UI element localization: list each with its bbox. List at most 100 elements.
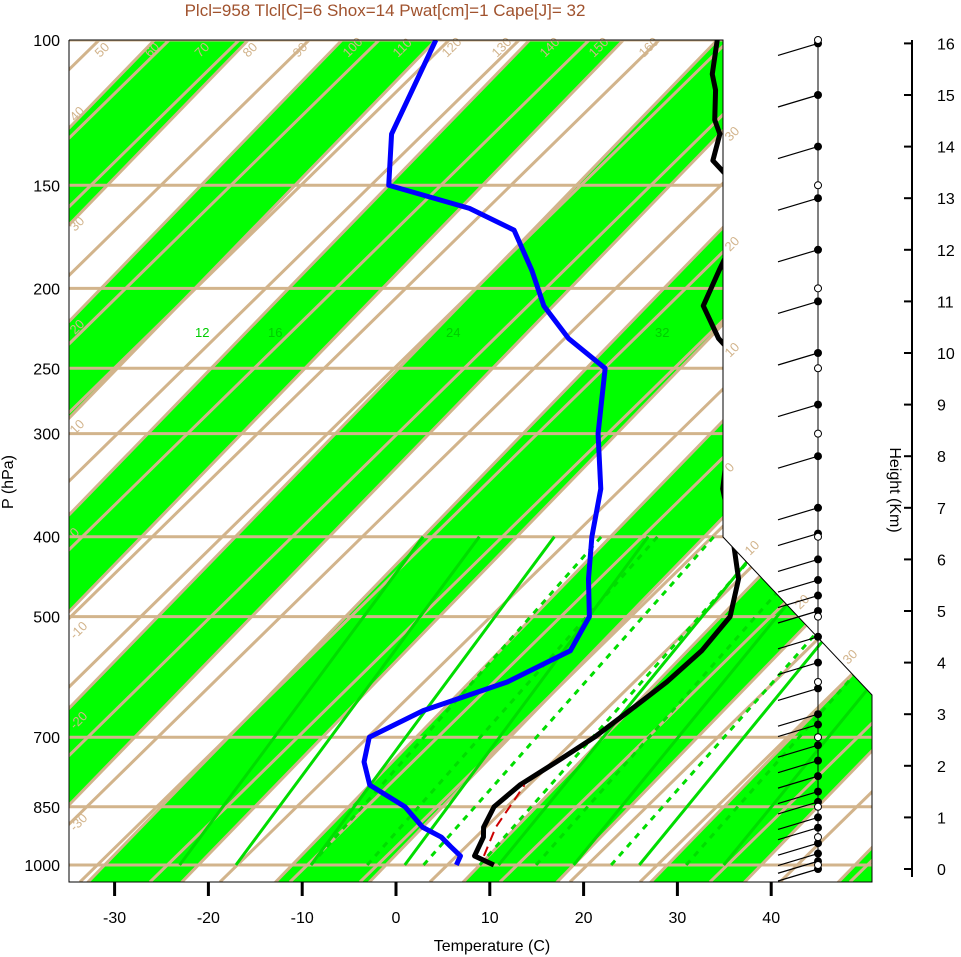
wind-barb — [777, 94, 819, 108]
series-line-dewpoint — [361, 40, 608, 867]
wind-barb — [777, 249, 819, 263]
pressure-tick-label: 250 — [33, 361, 60, 378]
height-tick-label: 0 — [937, 862, 946, 879]
height-tick-label: 9 — [937, 398, 946, 415]
wind-barb — [777, 775, 819, 789]
height-tick-label: 4 — [937, 656, 946, 673]
isotherm-band — [69, 40, 436, 882]
chart-title: Plcl=958 Tlcl[C]=6 Shox=14 Pwat[cm]=1 Ca… — [185, 1, 586, 20]
wind-barb — [777, 300, 819, 314]
isotherm-label: 10 — [742, 537, 763, 558]
isotherm-line — [69, 40, 344, 882]
moist-adiabat-line — [478, 535, 772, 866]
x-tick-label: 20 — [575, 910, 593, 927]
wind-barb — [777, 827, 819, 841]
wind-barbs — [777, 36, 822, 882]
moist-adiabat-line — [422, 535, 715, 866]
isotherm-line — [69, 40, 531, 882]
pressure-level-dot — [814, 677, 822, 686]
wind-barb — [777, 636, 819, 650]
wind-barb — [777, 533, 819, 547]
pressure-tick-label: 500 — [33, 610, 60, 627]
isotherm-line — [69, 40, 437, 882]
pressure-level-dot — [814, 802, 822, 811]
height-tick-label: 13 — [937, 191, 955, 208]
adiabat-line — [428, 40, 872, 882]
pressure-tick-label: 850 — [33, 800, 60, 817]
pressure-axis: 100 150 200 250 300 400 500 700 850 1000 — [24, 33, 60, 875]
wind-barb — [777, 816, 819, 830]
mixing-ratio-label: 16 — [268, 325, 282, 340]
x-tick-label: 30 — [669, 910, 687, 927]
adiabat-line — [69, 40, 842, 882]
wind-barb — [777, 868, 819, 882]
wind-barb — [777, 860, 819, 874]
temperature-axis: -30 -20 -10 0 10 20 30 40 — [103, 882, 780, 927]
height-tick-label: 2 — [937, 759, 946, 776]
adiabat-line — [69, 40, 702, 882]
mixing-ratio-label: 12 — [195, 325, 209, 340]
series-line-parcel — [482, 784, 526, 857]
pressure-level-dot — [814, 733, 822, 742]
isotherm-label: 120 — [439, 34, 465, 60]
mixing-ratio-line — [234, 535, 481, 866]
isotherm-label: 20 — [792, 591, 813, 612]
pressure-level-dot — [814, 181, 822, 190]
isotherm-label: 10 — [722, 339, 743, 360]
adiabat-line — [69, 40, 562, 882]
wind-barb — [777, 610, 819, 624]
wind-barb — [777, 197, 819, 211]
moist-adiabat-line — [685, 535, 872, 866]
pressure-tick-label: 400 — [33, 530, 60, 547]
isotherm-line — [69, 40, 250, 882]
height-tick-label: 6 — [937, 552, 946, 569]
isotherm-label: 20 — [722, 233, 743, 254]
mixing-ratio-line — [722, 367, 872, 866]
adiabat-line — [568, 40, 872, 882]
pressure-tick-label: 200 — [33, 281, 60, 298]
x-axis-label: Temperature (C) — [434, 938, 550, 955]
band-label: -10 — [67, 618, 91, 642]
y-axis-label: P (hPa) — [0, 455, 17, 509]
adiabat-line — [638, 40, 872, 882]
x-tick-label: -10 — [291, 910, 314, 927]
height-tick-label: 10 — [937, 346, 955, 363]
pressure-level-dot — [814, 612, 822, 621]
isotherm-line — [555, 40, 872, 882]
height-tick-label: 12 — [937, 243, 955, 260]
height-tick-label: 16 — [937, 36, 955, 53]
height-tick-label: 8 — [937, 449, 946, 466]
wind-barb — [777, 760, 819, 774]
isotherm-line — [69, 40, 813, 882]
x-tick-label: 40 — [762, 910, 780, 927]
height-tick-label: 3 — [937, 707, 946, 724]
pressure-level-dot — [814, 833, 822, 842]
wind-barb — [777, 455, 819, 469]
wind-barb — [777, 146, 819, 160]
adiabat-line — [69, 40, 772, 882]
height-tick-label: 5 — [937, 604, 946, 621]
mixing-ratio-line — [178, 535, 425, 866]
pressure-level-dot — [814, 36, 822, 44]
height-tick-label: 1 — [937, 810, 946, 827]
pressure-tick-label: 1000 — [24, 858, 60, 875]
isotherm-label: 160 — [636, 34, 662, 60]
wind-barb — [777, 662, 819, 676]
isotherm-line — [69, 40, 625, 882]
height-tick-label: 15 — [937, 88, 955, 105]
mixing-ratio-line — [572, 367, 872, 866]
adiabat-line — [708, 40, 872, 882]
height-tick-label: 7 — [937, 501, 946, 518]
pressure-tick-label: 100 — [33, 33, 60, 50]
isotherm-line — [274, 40, 872, 882]
wind-barb — [777, 594, 819, 609]
pressure-tick-label: 150 — [33, 178, 60, 195]
adiabat-line — [69, 40, 492, 882]
band-label: -30 — [67, 810, 91, 834]
adiabat-line — [69, 40, 282, 882]
wind-barb — [777, 579, 819, 593]
adiabat-line — [69, 40, 422, 882]
wind-barb — [777, 507, 819, 521]
